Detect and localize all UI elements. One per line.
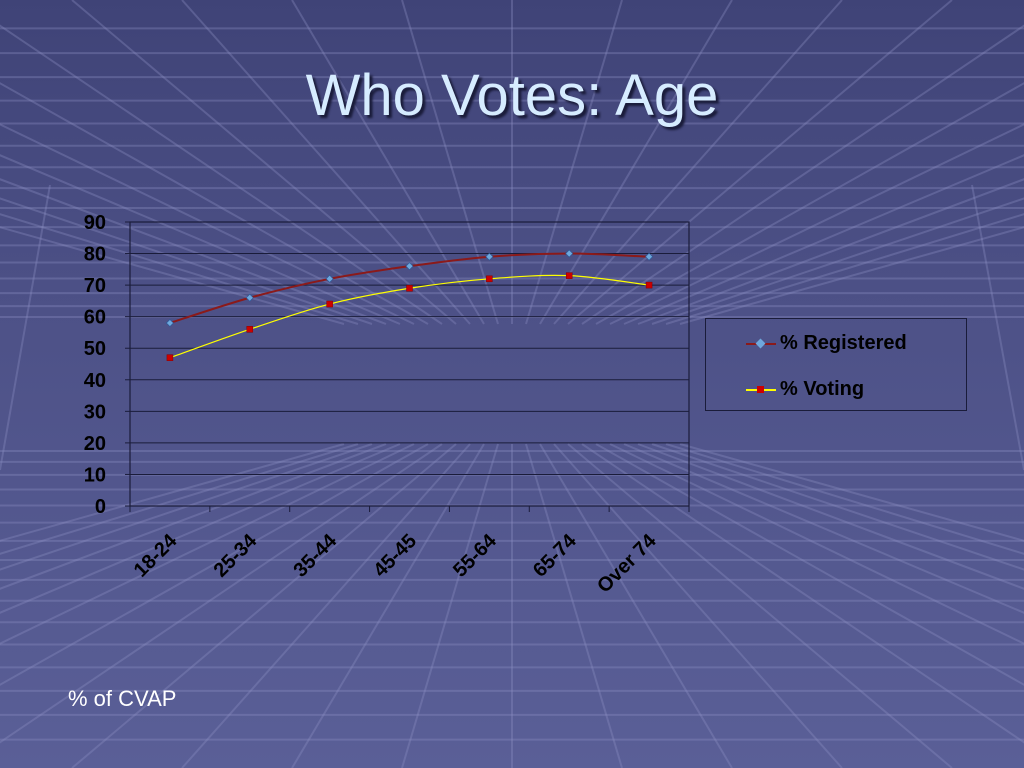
x-tick-label: 18-24	[130, 529, 182, 581]
data-point-voting	[406, 285, 413, 292]
legend-marker-voting	[757, 386, 764, 393]
data-point-voting	[645, 281, 653, 289]
data-point-registered	[405, 262, 414, 271]
x-tick-label: 65-74	[529, 529, 581, 581]
legend-label-registered: % Registered	[780, 332, 907, 354]
series-markers	[166, 249, 653, 361]
y-tick-label: 10	[84, 464, 106, 486]
plot-area	[129, 221, 690, 507]
legend-marker-registered	[755, 338, 766, 349]
plot-border	[129, 221, 690, 507]
chart-legend: % Registered % Voting	[705, 318, 967, 411]
y-tick-label: 60	[84, 307, 106, 329]
x-tick-label: 35-44	[289, 529, 341, 581]
y-tick-label: 70	[84, 275, 106, 297]
x-tick-label: 55-64	[449, 529, 501, 581]
data-point-registered	[325, 274, 334, 283]
gridlines	[125, 221, 690, 512]
y-tick-label: 0	[95, 496, 106, 518]
data-point-registered	[565, 249, 574, 258]
data-point-voting	[166, 354, 174, 361]
y-tick-label: 80	[84, 244, 106, 266]
y-tick-label: 90	[84, 212, 106, 234]
data-point-voting	[486, 275, 493, 283]
data-point-registered	[485, 252, 494, 261]
x-axis-tick-labels: 18-24 25-34 35-44 45-45 55-64 65-74 Over 74	[130, 529, 661, 597]
y-tick-label: 30	[84, 401, 106, 423]
legend-label-voting: % Voting	[780, 378, 865, 400]
data-point-registered	[645, 252, 653, 261]
x-tick-label: 45-45	[369, 530, 421, 582]
y-tick-label: 20	[84, 433, 106, 455]
slide-title: Who Votes: Age	[305, 63, 719, 128]
data-point-voting	[246, 326, 254, 333]
data-point-registered	[245, 293, 254, 302]
y-tick-label: 50	[84, 338, 106, 360]
footnote-cvap: % of CVAP	[68, 686, 177, 711]
y-axis-tick-labels: 0 10 20 30 40 50 60 70 80 90	[84, 212, 106, 518]
y-tick-label: 40	[84, 370, 106, 392]
data-point-registered	[166, 319, 174, 327]
x-tick-label: 25-34	[210, 529, 262, 581]
x-tick-label: Over 74	[593, 529, 661, 597]
data-point-voting	[565, 272, 573, 279]
data-point-voting	[326, 300, 333, 308]
